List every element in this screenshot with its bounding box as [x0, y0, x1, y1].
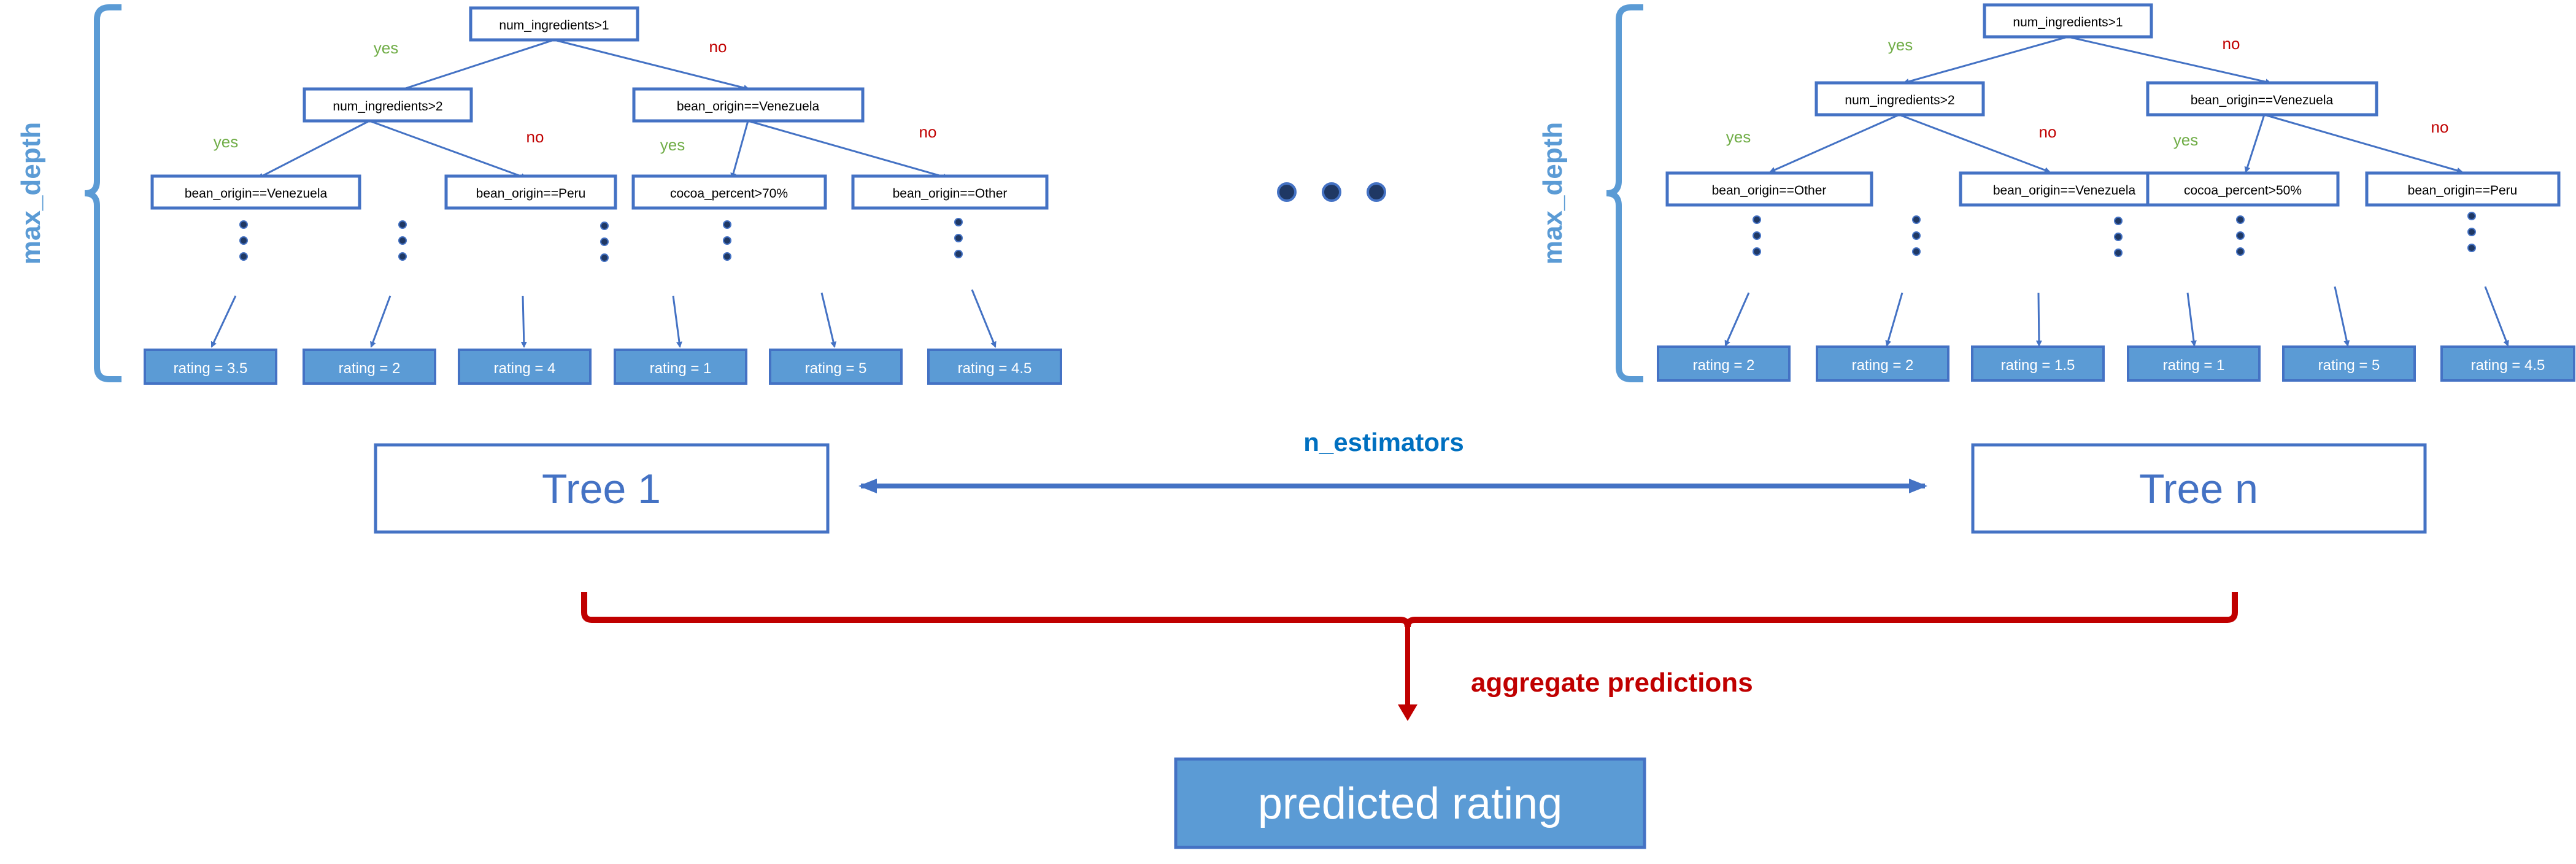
n-estimators-label: n_estimators [1303, 428, 1463, 457]
tree-n-lr-node [1959, 171, 2170, 207]
tree-n-yes-3: yes [2173, 131, 2198, 149]
more-trees-ellipsis [1277, 182, 1386, 202]
tree-n-root-node [1983, 3, 2153, 39]
tree-1-no-3: no [919, 123, 937, 141]
tree-n-leaf-4 [2127, 345, 2261, 382]
tree-1-ellipsis-dots [239, 218, 963, 262]
tree-n-leaf-5 [2282, 345, 2416, 382]
tree-1-left-node [303, 87, 473, 123]
tree-n-yes-1: yes [1888, 36, 1913, 54]
tree-n-rl-label: cocoa_percent>50% [2184, 183, 2302, 198]
tree-1-leaf-5-label: rating = 5 [805, 360, 867, 377]
tree-n-leaf-1-label: rating = 2 [1693, 357, 1755, 374]
tree-n-ellipsis-dots [1753, 212, 2476, 257]
tree-n-rl-node [2146, 171, 2340, 207]
max-depth-label: max_depth [1538, 122, 1568, 264]
tree-n-left-label: num_ingredients>2 [1845, 93, 1954, 107]
tree-1-root-node [469, 6, 639, 42]
tree-n-summary-box [1971, 443, 2427, 534]
tree-n-ll-label: bean_origin==Other [1712, 183, 1827, 198]
tree-n-no-3: no [2431, 118, 2449, 136]
tree-n-leaf-1 [1657, 345, 1791, 382]
predicted-rating-label: predicted rating [1258, 779, 1562, 828]
tree-1-left-label: num_ingredients>2 [333, 99, 442, 114]
tree-1-leaves: rating = 3.5 rating = 2 rating = 4 ratin… [144, 349, 1062, 385]
tree-1-leaf-4-label: rating = 1 [650, 360, 712, 377]
tree-n-summary-label: Tree n [2139, 466, 2258, 512]
tree-1-leaf-2-label: rating = 2 [339, 360, 401, 377]
tree-1-yes-2: yes [214, 133, 238, 151]
tree-n-lr-label: bean_origin==Venezuela [1993, 183, 2136, 198]
tree-1-right-label: bean_origin==Venezuela [677, 99, 820, 114]
tree-1-lr-label: bean_origin==Peru [476, 187, 586, 201]
tree-n-leaf-3 [1971, 345, 2105, 382]
tree-1-summary-box [374, 443, 830, 534]
max-depth-label: max_depth [16, 122, 46, 264]
tree-1-summary-label: Tree 1 [542, 466, 661, 512]
tree-n-no-1: no [2223, 34, 2240, 53]
tree-n-leaves: rating = 2 rating = 2 rating = 1.5 ratin… [1657, 345, 2575, 382]
tree-n-root-label: num_ingredients>1 [2013, 15, 2123, 29]
tree-1-leaf-6 [927, 349, 1062, 385]
tree-1-rr-label: bean_origin==Other [893, 187, 1008, 201]
predicted-rating-box [1174, 757, 1646, 849]
max-depth-brace [84, 4, 121, 382]
tree-1-leaf-6-label: rating = 4.5 [958, 360, 1032, 377]
tree-n-right-node [2146, 81, 2378, 117]
tree-n-leaf-2-label: rating = 2 [1852, 357, 1914, 374]
tree-1-ll-label: bean_origin==Venezuela [185, 187, 328, 201]
tree-n-right-label: bean_origin==Venezuela [2191, 93, 2334, 107]
tree-1-leaf-3 [458, 349, 592, 385]
aggregate-label: aggregate predictions [1471, 668, 1753, 698]
tree-n-no-2: no [2039, 123, 2057, 141]
aggregate-arrow-head [1398, 704, 1417, 721]
tree-n-yes-2: yes [1726, 128, 1751, 146]
tree-1-leaf-1 [144, 349, 277, 385]
tree-1-no-2: no [526, 128, 544, 146]
tree-n-leaf-3-label: rating = 1.5 [2001, 357, 2075, 374]
tree-1-no-1: no [709, 37, 727, 56]
tree-1-right-node [632, 87, 865, 123]
tree-1-lr-node [444, 174, 617, 210]
tree-n-edges [1724, 36, 2509, 347]
tree-1-edges [210, 39, 997, 348]
tree-n-rr-label: bean_origin==Peru [2408, 183, 2518, 198]
tree-1-leaf-2 [303, 349, 436, 385]
tree-1-rl-node [631, 174, 827, 210]
tree-1-leaf-5 [769, 349, 903, 385]
tree-n-ll-node [1665, 171, 1873, 207]
tree-1-rl-label: cocoa_percent>70% [670, 187, 788, 201]
aggregate-brace [581, 592, 2238, 628]
tree-n: max_depth num_ingredients>1 num_ingredie… [1538, 3, 2575, 382]
tree-n-leaf-6-label: rating = 4.5 [2471, 357, 2545, 374]
tree-n-leaf-2 [1816, 345, 1949, 382]
tree-1-rr-node [851, 174, 1049, 210]
tree-1-leaf-3-label: rating = 4 [494, 360, 556, 377]
tree-1-yes-1: yes [374, 39, 398, 57]
tree-n-left-node [1814, 81, 1985, 117]
tree-1-leaf-4 [614, 349, 747, 385]
tree-n-leaf-5-label: rating = 5 [2318, 357, 2380, 374]
tree-n-leaf-6 [2440, 345, 2575, 382]
tree-n-leaf-4-label: rating = 1 [2163, 357, 2225, 374]
tree-1-yes-3: yes [660, 136, 685, 154]
max-depth-brace [1606, 4, 1643, 382]
tree-1: max_depth num_ingredients>1 num_ingredie… [16, 4, 1062, 385]
tree-1-leaf-1-label: rating = 3.5 [174, 360, 248, 377]
tree-n-rr-node [2365, 171, 2561, 207]
tree-1-root-label: num_ingredients>1 [499, 18, 609, 33]
tree-1-ll-node [150, 174, 361, 210]
